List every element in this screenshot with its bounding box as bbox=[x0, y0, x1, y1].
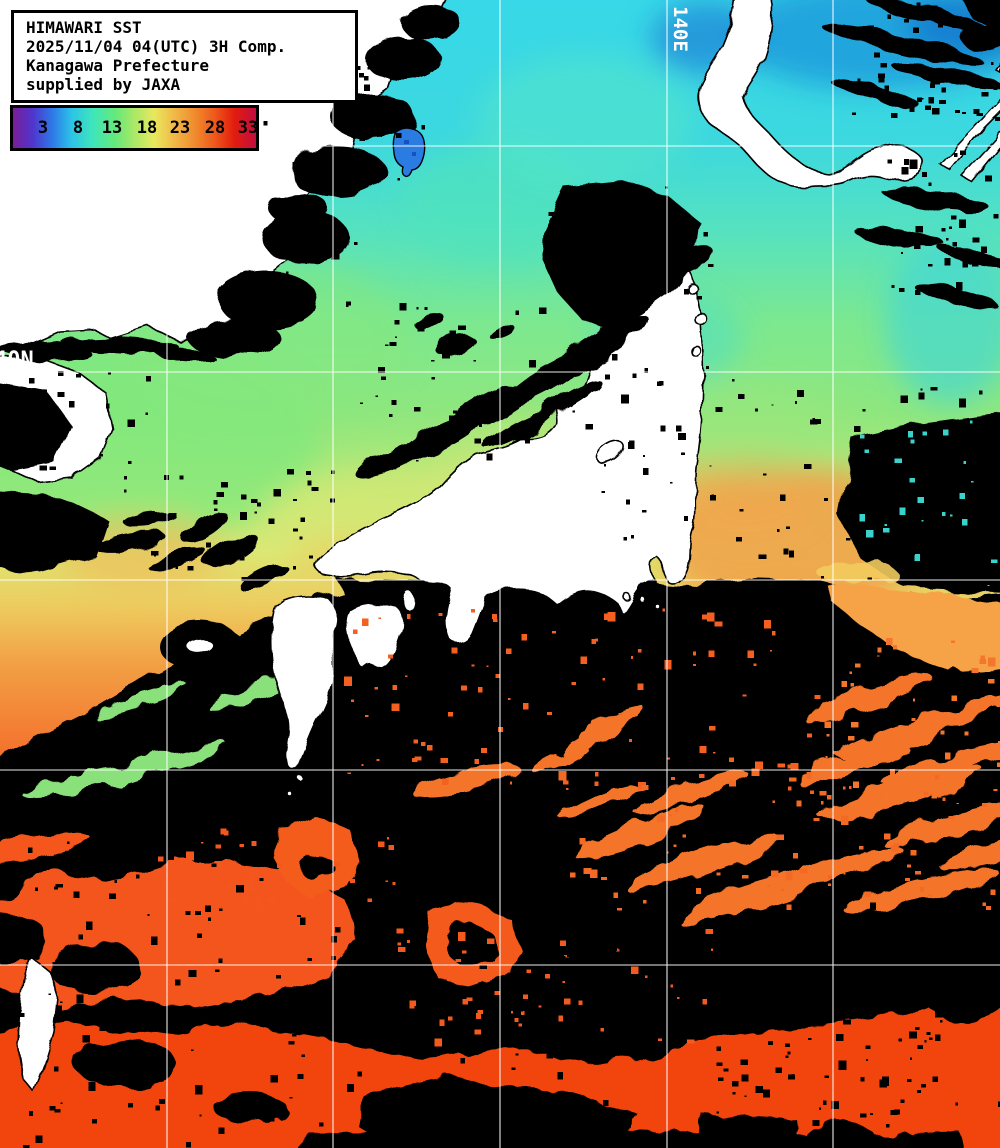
title-line-credit: supplied by JAXA bbox=[26, 75, 181, 94]
speckle-layer bbox=[9, 2, 1000, 1148]
land-sado bbox=[596, 440, 624, 464]
land-kuril-1 bbox=[938, 98, 1000, 172]
title-line-datetime: 2025/11/04 04(UTC) 3H Comp. bbox=[26, 37, 287, 56]
land-taiwan bbox=[17, 956, 59, 1094]
title-line-region: Kanagawa Prefecture bbox=[26, 56, 210, 75]
colorbar-tick: 28 bbox=[204, 118, 226, 138]
lon-grid-label: 140E bbox=[669, 6, 691, 52]
colorbar-tick: 23 bbox=[169, 118, 191, 138]
colorbar-tick: 8 bbox=[72, 118, 84, 138]
title-box: HIMAWARI SST 2025/11/04 04(UTC) 3H Comp.… bbox=[11, 10, 358, 103]
sst-colorbar: 3 8 13 18 23 28 33 bbox=[10, 105, 259, 151]
lake-khanka bbox=[392, 127, 426, 178]
title-line-product: HIMAWARI SST bbox=[26, 18, 142, 37]
colorbar-tick: 3 bbox=[37, 118, 49, 138]
land-kyushu bbox=[270, 594, 339, 771]
lat-grid-label: 40N bbox=[0, 348, 34, 373]
colorbar-tick: 18 bbox=[136, 118, 158, 138]
land-awaji bbox=[402, 590, 416, 612]
land-kuril-3 bbox=[994, 63, 1000, 74]
colorbar-tick: 13 bbox=[101, 118, 123, 138]
colorbar-tick: 33 bbox=[237, 118, 259, 138]
land-hokkaido bbox=[697, 0, 924, 188]
lake-texture bbox=[404, 140, 409, 144]
land-shikoku bbox=[345, 602, 405, 669]
land-jeju bbox=[186, 638, 214, 654]
